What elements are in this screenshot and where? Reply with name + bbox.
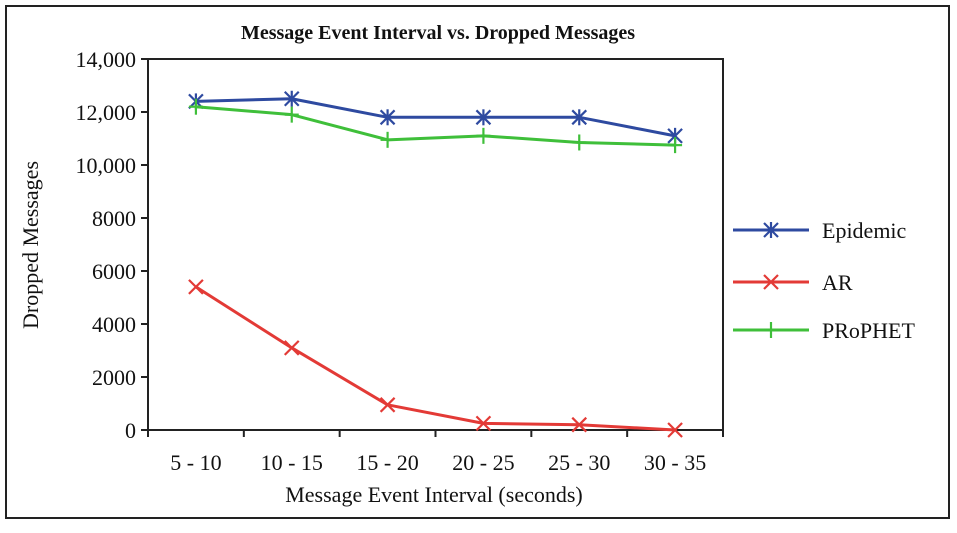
y-tick-label: 14,000 bbox=[76, 47, 137, 72]
legend-item-epidemic: Epidemic bbox=[733, 218, 907, 243]
series-epidemic bbox=[188, 90, 683, 144]
legend-item-prophet: PRoPHET bbox=[733, 318, 915, 343]
chart-frame bbox=[5, 5, 950, 519]
series-line bbox=[195, 97, 676, 138]
series-prophet bbox=[188, 98, 683, 154]
data-point-marker bbox=[475, 415, 492, 432]
y-tick-label: 2000 bbox=[92, 365, 136, 390]
x-tick-label: 30 - 35 bbox=[644, 450, 706, 475]
legend-label: AR bbox=[822, 270, 853, 295]
data-point-marker bbox=[283, 340, 300, 356]
x-tick-label: 5 - 10 bbox=[170, 450, 221, 475]
x-tick-label: 15 - 20 bbox=[356, 450, 418, 475]
legend-label: Epidemic bbox=[822, 218, 907, 243]
data-point-marker bbox=[379, 397, 396, 413]
x-axis-label: Message Event Interval (seconds) bbox=[285, 482, 583, 507]
y-tick-label: 8000 bbox=[92, 206, 136, 231]
x-tick-label: 20 - 25 bbox=[452, 450, 514, 475]
y-tick-label: 0 bbox=[125, 418, 136, 443]
legend-item-ar: AR bbox=[733, 270, 853, 295]
y-tick-label: 10,000 bbox=[76, 153, 137, 178]
y-tick-label: 12,000 bbox=[76, 100, 137, 125]
series-line bbox=[195, 285, 676, 432]
x-tick-label: 25 - 30 bbox=[548, 450, 610, 475]
plot-area bbox=[147, 58, 724, 431]
legend-marker bbox=[763, 274, 779, 290]
series-ar bbox=[188, 279, 683, 438]
data-point-marker bbox=[188, 279, 204, 295]
y-tick-label: 4000 bbox=[92, 312, 136, 337]
data-point-marker bbox=[571, 416, 588, 433]
legend-label: PRoPHET bbox=[822, 318, 915, 343]
series-line bbox=[195, 105, 676, 147]
data-point-marker bbox=[667, 422, 683, 438]
x-tick-label: 10 - 15 bbox=[261, 450, 323, 475]
y-axis-label: Dropped Messages bbox=[18, 161, 43, 329]
chart-title: Message Event Interval vs. Dropped Messa… bbox=[241, 22, 635, 44]
y-tick-label: 6000 bbox=[92, 259, 136, 284]
